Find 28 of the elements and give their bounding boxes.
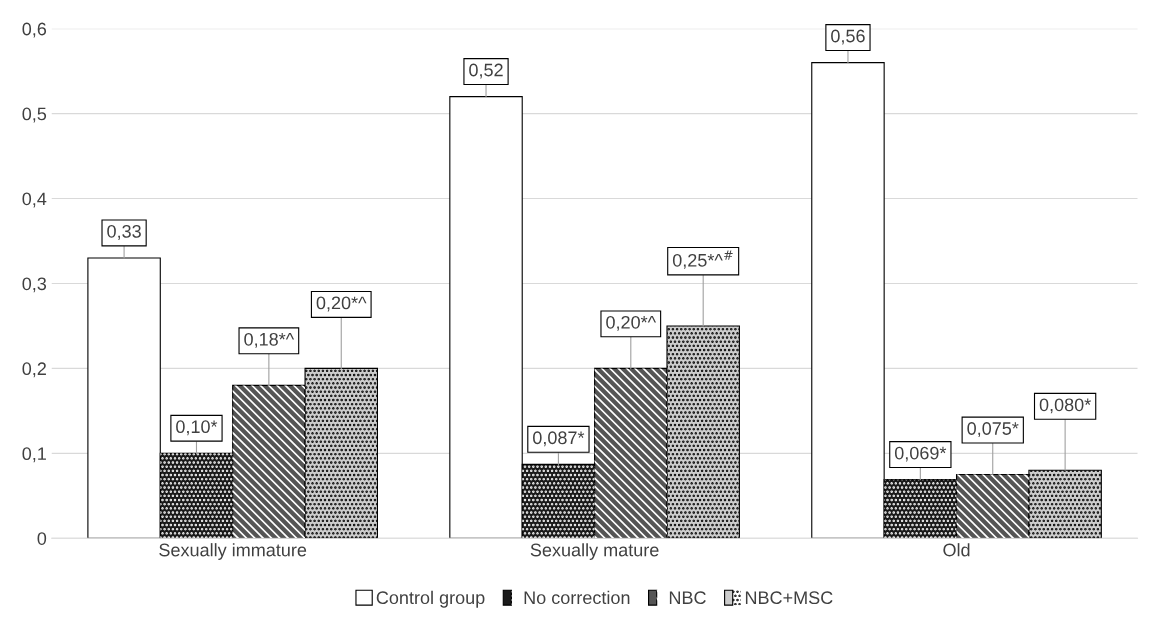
data-label: 0,33 — [107, 224, 141, 240]
y-tick-label: 0,4 — [22, 192, 47, 208]
data-label: 0,56 — [831, 29, 865, 45]
y-tick-label: 0,6 — [22, 22, 47, 38]
legend-label: Control group — [376, 590, 485, 608]
data-label: 0,10* — [176, 420, 218, 436]
data-label: 0,080* — [1039, 398, 1091, 414]
data-label: 0,25*^$^{#}$ — [672, 250, 733, 269]
x-tick-label: Old — [943, 543, 970, 557]
data-label: 0,20*^ — [316, 296, 367, 312]
data-label: 0,087* — [533, 431, 585, 447]
legend-label: No correction — [524, 590, 630, 605]
legend-label: NBC — [669, 591, 706, 605]
data-label: 0,20*^ — [606, 315, 657, 331]
data-label: 0,069* — [894, 446, 947, 462]
legend-label: NBC+MSC — [745, 591, 833, 605]
y-tick-label: 0,5 — [22, 107, 47, 123]
data-label: 0,075* — [967, 422, 1019, 438]
x-tick-label: Sexually mature — [530, 543, 659, 560]
data-label: 0,52 — [469, 63, 503, 79]
bar — [449, 96, 523, 539]
x-tick-label: Sexually immature — [159, 543, 307, 560]
data-label: 0,18*^ — [244, 332, 295, 348]
y-tick-label: 0,1 — [22, 447, 46, 463]
y-tick-label: 0 — [37, 532, 47, 545]
y-tick-label: 0,3 — [22, 277, 47, 293]
y-tick-label: 0,2 — [22, 362, 46, 378]
bar — [87, 257, 161, 539]
